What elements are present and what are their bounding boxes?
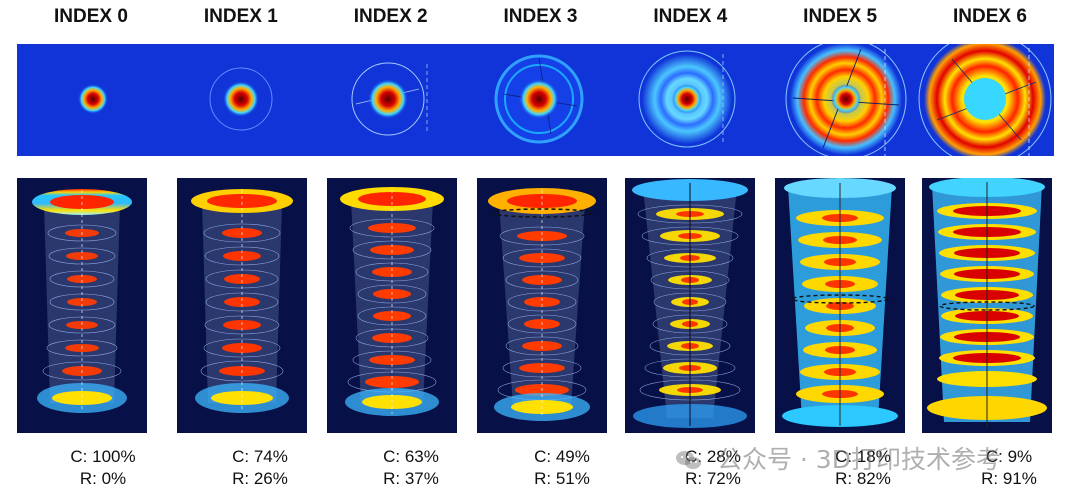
index-header-1: INDEX 1 xyxy=(203,6,278,27)
cross-section-6 xyxy=(918,44,1052,156)
caption-6-r: R: 91% xyxy=(981,469,1037,488)
cross-section-4 xyxy=(638,50,736,148)
cross-section-2 xyxy=(351,62,428,136)
beam-cross-section-strip xyxy=(17,44,1054,156)
caption-2: C: 63% R: 37% xyxy=(336,446,486,490)
index-header-5: INDEX 5 xyxy=(803,6,878,27)
cross-section-5 xyxy=(785,44,907,156)
caption-2-c: C: 63% xyxy=(383,447,439,466)
beam-captions: C: 100% R: 0% C: 74% R: 26% C: 63% R: 37… xyxy=(28,446,1073,501)
caption-6: C: 9% R: 91% xyxy=(934,446,1080,490)
index-header-0: INDEX 0 xyxy=(54,6,128,27)
wechat-watermark: 公众号 · 3D打印技术参考 xyxy=(675,444,1050,476)
caption-1-r: R: 26% xyxy=(232,469,288,488)
caption-4-r: R: 72% xyxy=(685,469,741,488)
caption-4: C: 28% R: 72% xyxy=(638,446,788,490)
caption-5: C: 18% R: 82% xyxy=(788,446,938,490)
caption-1: C: 74% R: 26% xyxy=(185,446,335,490)
caption-5-c: C: 18% xyxy=(835,447,891,466)
caption-0-r: R: 0% xyxy=(79,469,127,488)
caption-0: C: 100% R: 0% xyxy=(28,446,178,490)
profile-column-1 xyxy=(177,178,307,433)
caption-3-r: R: 51% xyxy=(534,469,590,488)
profile-column-6 xyxy=(922,178,1052,433)
index-header-3: INDEX 3 xyxy=(503,6,578,27)
caption-4-c: C: 28% xyxy=(685,447,741,466)
profile-column-5 xyxy=(775,178,905,433)
index-header-6: INDEX 6 xyxy=(953,6,1027,27)
profile-column-2 xyxy=(327,178,457,433)
index-headers: INDEX 0 INDEX 1 INDEX 2 INDEX 3 INDEX 4 … xyxy=(18,5,1063,33)
caption-3: C: 49% R: 51% xyxy=(487,446,637,490)
caption-1-c: C: 74% xyxy=(232,447,288,466)
caption-5-r: R: 82% xyxy=(835,469,891,488)
profile-column-3 xyxy=(477,178,607,433)
index-header-4: INDEX 4 xyxy=(653,6,728,27)
caption-0-c: C: 100% xyxy=(70,447,136,466)
wechat-icon xyxy=(675,449,703,473)
watermark-text: 公众号 · 3D打印技术参考 xyxy=(716,445,1001,474)
cross-section-0 xyxy=(78,84,108,114)
index-header-2: INDEX 2 xyxy=(353,6,428,27)
caption-2-r: R: 37% xyxy=(383,469,439,488)
caption-6-c: C: 9% xyxy=(985,447,1033,466)
beam-3d-profile-columns xyxy=(17,178,1057,443)
cross-section-1 xyxy=(209,67,273,131)
profile-column-4 xyxy=(625,178,755,433)
cross-section-3 xyxy=(494,54,584,144)
caption-3-c: C: 49% xyxy=(534,447,590,466)
beam-cross-section-svg xyxy=(78,44,1052,156)
profile-column-0 xyxy=(17,178,147,433)
